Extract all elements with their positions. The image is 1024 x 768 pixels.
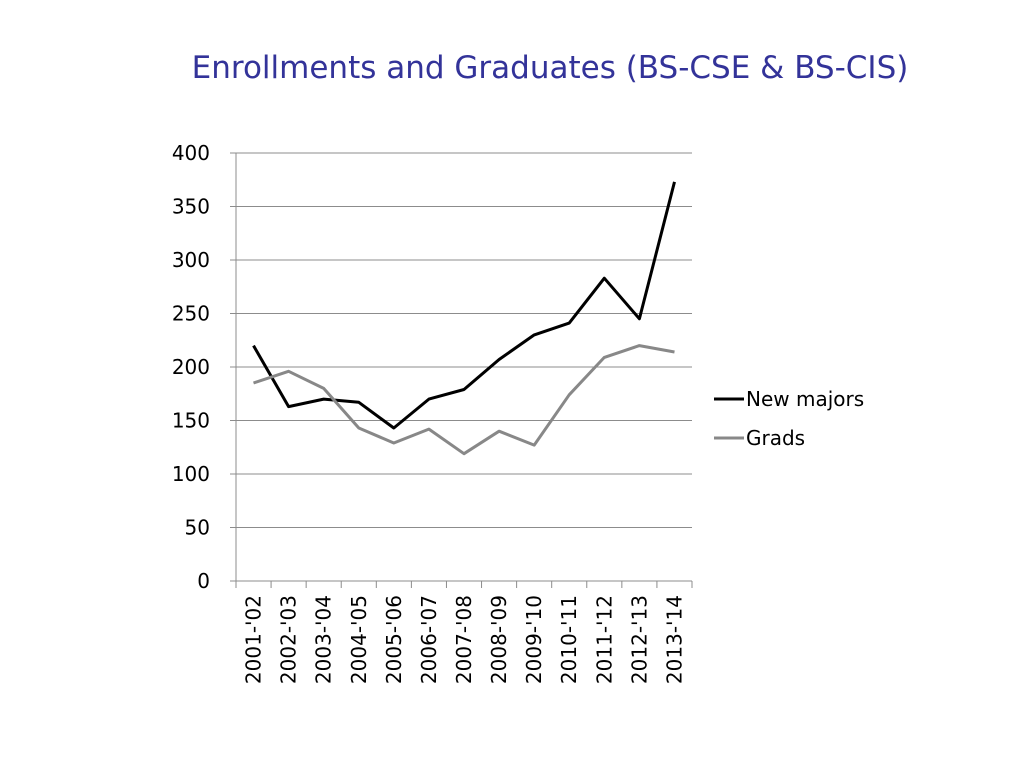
- x-tick-label: 2001-'02: [242, 595, 266, 684]
- y-tick-label: 400: [172, 141, 210, 165]
- y-axis-tick-labels: 0 50 100 150 200 250 300 350 400: [172, 141, 210, 593]
- x-tick-label: 2009-'10: [522, 595, 546, 684]
- x-axis-tick-labels: 2001-'02 2002-'03 2003-'04 2004-'05 2005-'06…: [242, 595, 687, 684]
- y-tick-label: 100: [172, 462, 210, 486]
- x-tick-label: 2002-'03: [277, 595, 301, 684]
- chart-title: Enrollments and Graduates (BS-CSE & BS-C…: [191, 50, 909, 86]
- x-tick-label: 2013-'14: [662, 595, 686, 684]
- x-tick-label: 2008-'09: [487, 595, 511, 684]
- series-lines: [252, 181, 676, 456]
- axes: [230, 152, 693, 588]
- series-line-new-majors: [252, 181, 676, 430]
- x-tick-label: 2003-'04: [312, 595, 336, 684]
- legend-label-new-majors: New majors: [746, 387, 864, 411]
- y-tick-label: 250: [172, 302, 210, 326]
- y-tick-label: 150: [172, 409, 210, 433]
- y-tick-label: 200: [172, 355, 210, 379]
- x-tick-label: 2007-'08: [452, 595, 476, 684]
- y-tick-label: 300: [172, 248, 210, 272]
- legend: New majors Grads: [714, 387, 864, 450]
- x-tick-label: 2012-'13: [627, 595, 651, 684]
- x-tick-label: 2005-'06: [382, 595, 406, 684]
- y-tick-label: 0: [197, 569, 210, 593]
- y-tick-label: 50: [185, 516, 210, 540]
- x-tick-label: 2010-'11: [557, 595, 581, 684]
- series-line-grads: [253, 344, 675, 456]
- x-tick-label: 2006-'07: [417, 595, 441, 684]
- gridlines: [236, 152, 692, 528]
- y-tick-label: 350: [172, 195, 210, 219]
- x-tick-label: 2004-'05: [347, 595, 371, 684]
- legend-label-grads: Grads: [746, 426, 805, 450]
- x-tick-label: 2011-'12: [592, 595, 616, 684]
